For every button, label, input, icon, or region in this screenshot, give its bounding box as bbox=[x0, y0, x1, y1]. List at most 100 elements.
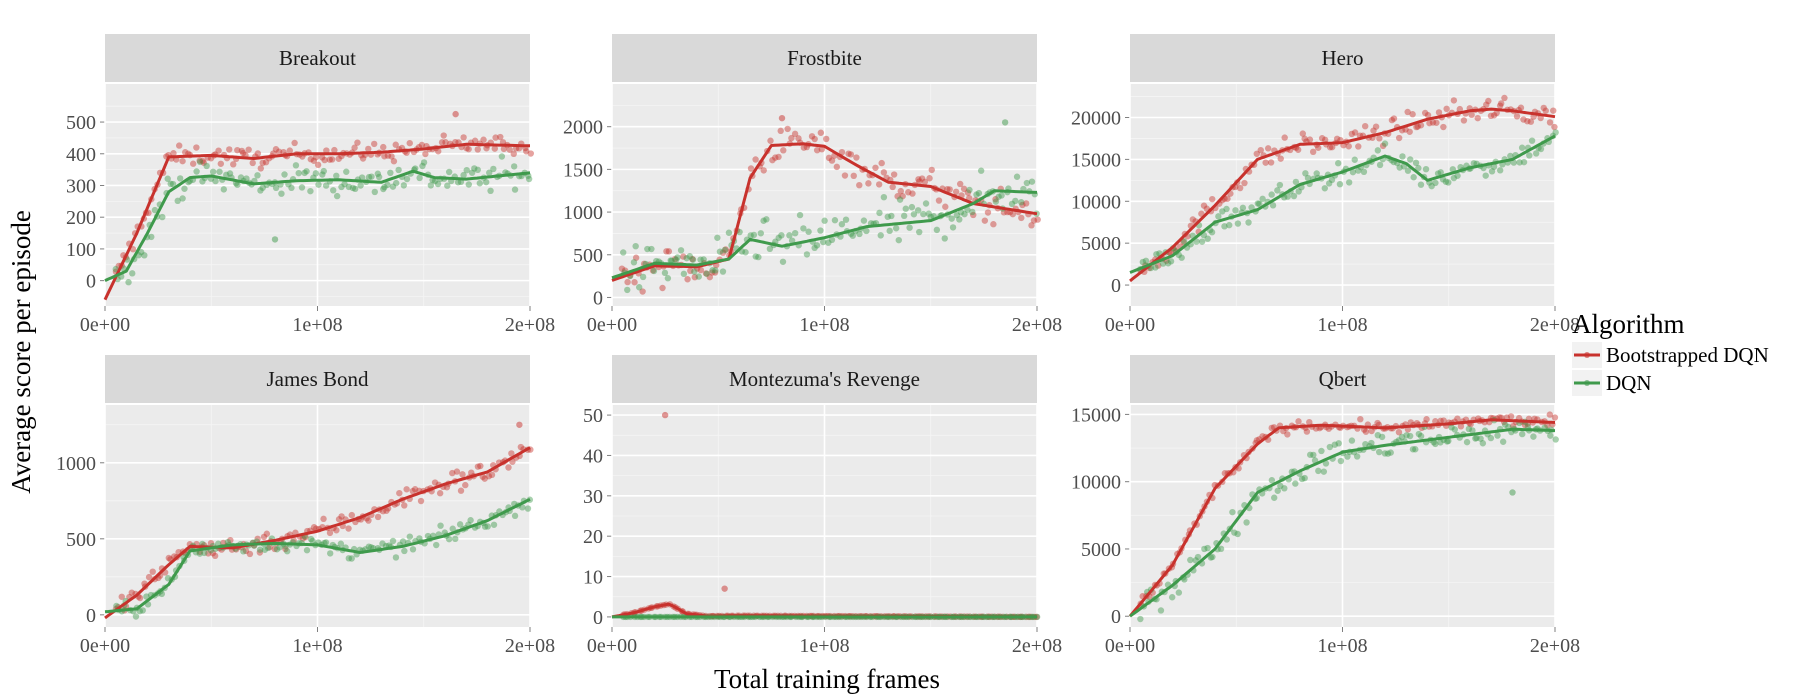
facet-panel: Qbert 0 5000 10000 15000 0e+00 1e+08 2e+08 bbox=[1071, 355, 1580, 657]
data-point-dqn bbox=[1501, 421, 1509, 428]
data-point-bootstrapped-dqn bbox=[409, 487, 416, 495]
data-point-bootstrapped-dqn bbox=[1309, 148, 1317, 156]
data-point-dqn bbox=[1239, 204, 1247, 212]
data-point-dqn bbox=[395, 166, 402, 174]
data-point-dqn bbox=[427, 182, 435, 189]
data-point-bootstrapped-dqn bbox=[1284, 431, 1291, 438]
facet-title: Montezuma's Revenge bbox=[729, 367, 920, 391]
data-point-bootstrapped-dqn bbox=[788, 134, 795, 142]
data-point-dqn bbox=[481, 523, 489, 530]
data-point-dqn bbox=[1234, 530, 1241, 538]
x-tick-label: 2e+08 bbox=[505, 635, 555, 657]
data-point-dqn bbox=[487, 187, 494, 195]
data-point-dqn bbox=[1520, 158, 1528, 166]
data-point-bootstrapped-dqn bbox=[687, 267, 694, 275]
data-point-dqn bbox=[849, 232, 856, 239]
data-point-dqn bbox=[1351, 156, 1358, 163]
data-point-bootstrapped-dqn bbox=[523, 148, 530, 155]
data-point-dqn bbox=[886, 227, 893, 235]
smooth-line-dqn bbox=[1129, 427, 1556, 618]
data-point-bootstrapped-dqn bbox=[767, 137, 774, 144]
data-point-dqn bbox=[712, 267, 719, 274]
data-point-bootstrapped-dqn bbox=[894, 193, 901, 200]
data-point-dqn bbox=[1437, 439, 1444, 446]
data-point-bootstrapped-dqn bbox=[944, 185, 951, 193]
data-point-bootstrapped-dqn bbox=[128, 589, 135, 596]
data-point-dqn bbox=[1284, 193, 1291, 200]
data-point-dqn bbox=[884, 213, 891, 221]
y-tick-label: 500 bbox=[573, 245, 603, 267]
data-point-dqn bbox=[216, 168, 223, 175]
data-point-dqn bbox=[1532, 150, 1540, 157]
data-point-bootstrapped-dqn bbox=[275, 148, 283, 155]
data-point-dqn bbox=[1434, 170, 1442, 177]
data-point-bootstrapped-dqn bbox=[1295, 418, 1302, 425]
data-point-bootstrapped-dqn bbox=[477, 462, 484, 470]
x-tick-label: 1e+08 bbox=[292, 635, 342, 657]
data-point-bootstrapped-dqn bbox=[649, 267, 657, 274]
data-point-dqn bbox=[463, 166, 470, 174]
data-point-dqn bbox=[1259, 195, 1266, 203]
data-point-dqn bbox=[276, 544, 283, 551]
data-point-bootstrapped-dqn bbox=[491, 145, 498, 152]
data-point-bootstrapped-dqn bbox=[1370, 127, 1377, 134]
data-point-bootstrapped-dqn bbox=[661, 411, 669, 419]
data-point-dqn bbox=[763, 216, 770, 223]
facet-panel: Hero 0 5000 10000 15000 20000 0e+00 1e+08 2e+08 bbox=[1071, 34, 1580, 336]
data-point-bootstrapped-dqn bbox=[227, 536, 234, 544]
y-tick-label: 5000 bbox=[1081, 233, 1121, 255]
data-point-bootstrapped-dqn bbox=[506, 146, 513, 153]
data-point-dqn bbox=[1198, 238, 1206, 245]
y-tick-label: 5000 bbox=[1081, 539, 1121, 561]
data-point-bootstrapped-dqn bbox=[323, 147, 330, 154]
data-point-bootstrapped-dqn bbox=[1299, 130, 1306, 137]
data-point-dqn bbox=[1325, 180, 1333, 187]
data-point-dqn bbox=[1234, 220, 1242, 227]
data-point-dqn bbox=[677, 247, 685, 254]
data-point-dqn bbox=[1552, 129, 1559, 136]
data-point-bootstrapped-dqn bbox=[215, 147, 222, 154]
data-point-dqn bbox=[452, 535, 459, 543]
data-point-dqn bbox=[434, 180, 442, 188]
data-point-dqn bbox=[272, 184, 280, 192]
y-tick-label: 30 bbox=[583, 486, 603, 508]
data-point-dqn bbox=[181, 185, 188, 192]
data-point-dqn bbox=[1304, 174, 1312, 182]
data-point-bootstrapped-dqn bbox=[1450, 97, 1458, 104]
data-point-bootstrapped-dqn bbox=[282, 545, 289, 553]
data-point-dqn bbox=[1472, 435, 1479, 442]
data-point-bootstrapped-dqn bbox=[314, 161, 322, 169]
data-point-bootstrapped-dqn bbox=[795, 135, 802, 142]
data-point-bootstrapped-dqn bbox=[823, 135, 830, 143]
data-point-bootstrapped-dqn bbox=[722, 246, 729, 253]
data-point-dqn bbox=[977, 167, 985, 174]
data-point-bootstrapped-dqn bbox=[207, 539, 215, 547]
y-tick-label: 0 bbox=[593, 287, 603, 309]
data-point-dqn bbox=[1268, 477, 1276, 484]
data-point-dqn bbox=[1281, 485, 1288, 492]
data-point-dqn bbox=[164, 175, 171, 182]
data-point-bootstrapped-dqn bbox=[1409, 111, 1416, 118]
data-point-dqn bbox=[630, 259, 638, 266]
data-point-bootstrapped-dqn bbox=[1429, 119, 1437, 126]
data-point-bootstrapped-dqn bbox=[468, 469, 475, 476]
data-point-bootstrapped-dqn bbox=[1294, 146, 1302, 153]
data-point-dqn bbox=[220, 186, 228, 193]
data-point-bootstrapped-dqn bbox=[290, 537, 297, 544]
data-point-dqn bbox=[956, 216, 963, 223]
data-point-dqn bbox=[902, 205, 909, 212]
data-point-dqn bbox=[838, 221, 846, 228]
data-point-dqn bbox=[933, 226, 941, 234]
data-point-bootstrapped-dqn bbox=[230, 161, 237, 168]
data-point-dqn bbox=[953, 211, 961, 219]
facet-strip bbox=[1130, 355, 1555, 403]
data-point-dqn bbox=[375, 173, 383, 181]
data-point-bootstrapped-dqn bbox=[320, 515, 327, 523]
y-tick-label: 100 bbox=[66, 239, 96, 261]
data-point-dqn bbox=[788, 237, 796, 244]
data-point-dqn bbox=[256, 546, 264, 553]
data-point-bootstrapped-dqn bbox=[310, 524, 318, 531]
data-point-dqn bbox=[465, 181, 472, 188]
data-point-dqn bbox=[1217, 545, 1225, 553]
data-point-bootstrapped-dqn bbox=[918, 175, 926, 182]
